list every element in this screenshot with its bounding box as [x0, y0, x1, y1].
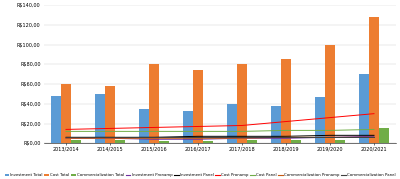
Bar	[247, 140, 256, 143]
Bar	[184, 111, 193, 143]
Bar	[360, 74, 369, 143]
Bar	[291, 140, 300, 143]
Bar	[52, 96, 61, 143]
Bar	[203, 141, 212, 143]
Bar	[115, 140, 124, 143]
Bar	[272, 106, 281, 143]
Bar	[379, 129, 388, 143]
Bar	[140, 109, 149, 143]
Legend: Investment Total, Cost Total, Commercialization Total, Investment Pronamp, Inves: Investment Total, Cost Total, Commercial…	[4, 173, 396, 177]
Bar	[96, 94, 105, 143]
Bar	[281, 59, 291, 143]
Bar	[149, 64, 159, 143]
Bar	[316, 97, 325, 143]
Bar	[325, 45, 335, 143]
Bar	[335, 140, 344, 143]
Bar	[193, 70, 203, 143]
Bar	[105, 86, 115, 143]
Bar	[228, 104, 237, 143]
Bar	[159, 141, 168, 143]
Bar	[369, 17, 379, 143]
Bar	[61, 84, 71, 143]
Bar	[237, 64, 247, 143]
Bar	[71, 140, 80, 143]
